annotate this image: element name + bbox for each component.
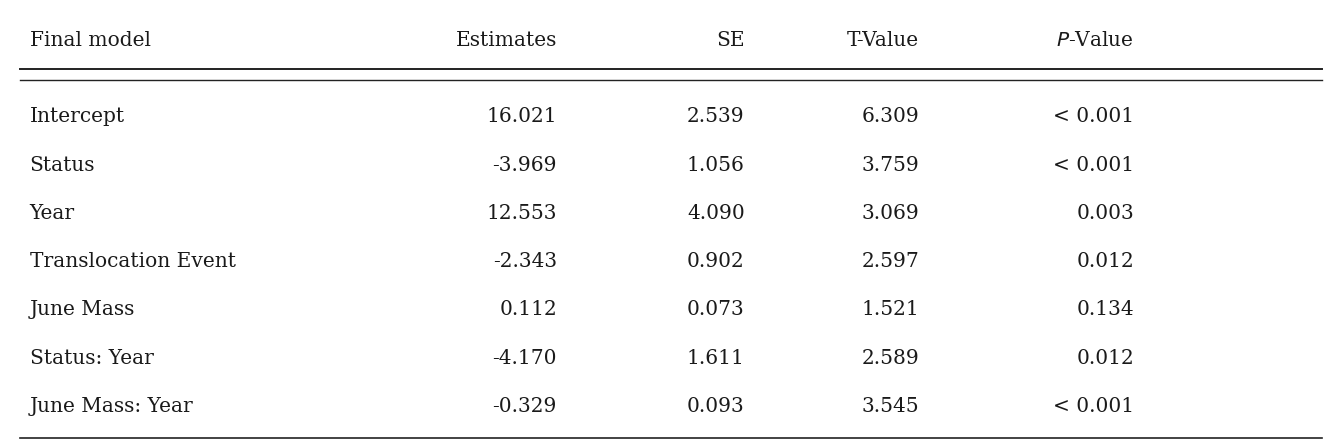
Text: Year: Year [30,204,75,223]
Text: -3.969: -3.969 [493,156,557,175]
Text: Status: Year: Status: Year [30,349,153,368]
Text: 4.090: 4.090 [687,204,745,223]
Text: 3.069: 3.069 [862,204,919,223]
Text: Final model: Final model [30,31,150,51]
Text: 1.521: 1.521 [862,300,919,320]
Text: 2.589: 2.589 [862,349,919,368]
Text: 1.056: 1.056 [687,156,745,175]
Text: 0.093: 0.093 [687,397,745,416]
Text: 0.012: 0.012 [1076,252,1134,271]
Text: 0.012: 0.012 [1076,349,1134,368]
Text: Intercept: Intercept [30,107,125,127]
Text: 1.611: 1.611 [687,349,745,368]
Text: June Mass: June Mass [30,300,136,320]
Text: < 0.001: < 0.001 [1053,156,1134,175]
Text: < 0.001: < 0.001 [1053,107,1134,127]
Text: -2.343: -2.343 [493,252,557,271]
Text: 0.003: 0.003 [1076,204,1134,223]
Text: 0.134: 0.134 [1076,300,1134,320]
Text: < 0.001: < 0.001 [1053,397,1134,416]
Text: 2.539: 2.539 [687,107,745,127]
Text: 0.073: 0.073 [687,300,745,320]
Text: 12.553: 12.553 [486,204,557,223]
Text: SE: SE [717,31,745,51]
Text: T-Value: T-Value [847,31,919,51]
Text: 16.021: 16.021 [486,107,557,127]
Text: Estimates: Estimates [455,31,557,51]
Text: 0.902: 0.902 [687,252,745,271]
Text: $\mathit{P}$-Value: $\mathit{P}$-Value [1056,31,1134,51]
Text: 2.597: 2.597 [862,252,919,271]
Text: Status: Status [30,156,95,175]
Text: 6.309: 6.309 [862,107,919,127]
Text: 0.112: 0.112 [499,300,557,320]
Text: 3.545: 3.545 [862,397,919,416]
Text: June Mass: Year: June Mass: Year [30,397,193,416]
Text: Translocation Event: Translocation Event [30,252,236,271]
Text: 3.759: 3.759 [862,156,919,175]
Text: -4.170: -4.170 [493,349,557,368]
Text: -0.329: -0.329 [493,397,557,416]
